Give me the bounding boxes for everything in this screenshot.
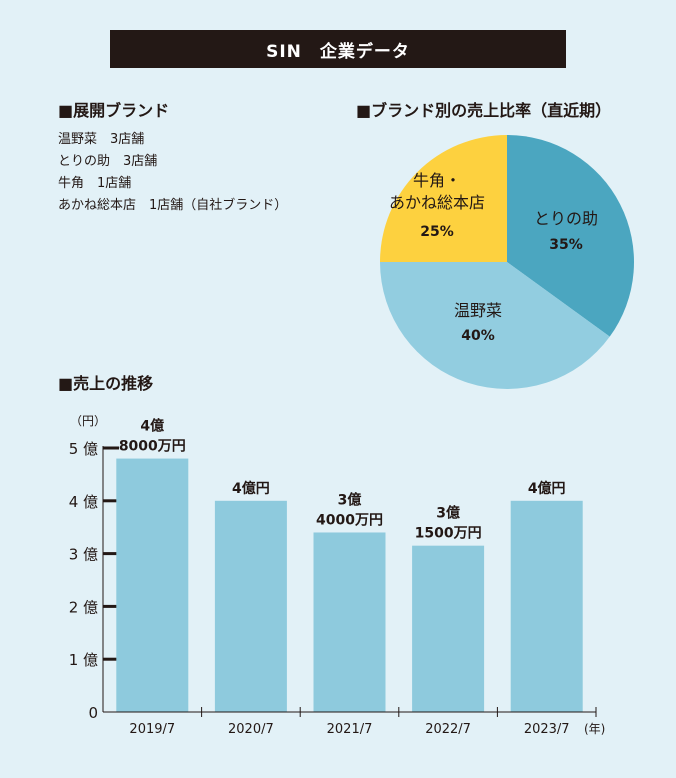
- x-tick-label-2: 2021/7: [327, 722, 373, 737]
- y-tick-label-0: 0: [88, 704, 98, 722]
- bar-2023-7: [510, 500, 583, 712]
- y-tick-label-1: 1 億: [69, 651, 98, 669]
- brand-item-onyasai: 温野菜 3店舗: [58, 132, 145, 147]
- pie-slice-label-0-0: とりの助: [534, 209, 598, 228]
- y-tick-label-5: 5 億: [69, 440, 98, 458]
- bar-2019-7: [116, 458, 189, 712]
- pie-slice-value-1: 40%: [461, 328, 495, 344]
- pie-slice-0: [507, 135, 634, 337]
- x-tick-label-1: 2020/7: [228, 722, 274, 737]
- pie-slice-label-1-0: 温野菜: [454, 301, 502, 320]
- page-title: SIN 企業データ: [110, 30, 566, 68]
- x-tick-label-3: 2022/7: [425, 722, 471, 737]
- x-tick-label-4: 2023/7: [524, 722, 570, 737]
- bar-2020-7: [214, 500, 287, 712]
- brand-list: 温野菜 3店舗 とりの助 3店舗 牛角 1店舗 あかね総本店 1店舗（自社ブラン…: [58, 129, 287, 217]
- bar-data-label-2-1: 4000万円: [316, 512, 383, 528]
- pie-slice-2: [380, 135, 507, 262]
- pie-slice-value-2: 25%: [420, 224, 454, 240]
- y-tick-label-2: 2 億: [69, 598, 98, 616]
- y-tick-label-3: 3 億: [69, 546, 98, 564]
- sales-chart-heading: ■売上の推移: [58, 374, 154, 393]
- brand-item-torinosuke: とりの助 3店舗: [58, 154, 158, 169]
- bar-data-label-0-0: 4億: [140, 418, 164, 435]
- bar-2021-7: [313, 532, 386, 712]
- bar-data-label-1-0: 4億円: [232, 480, 270, 497]
- y-tick-label-4: 4 億: [69, 493, 98, 511]
- pie-chart-heading: ■ブランド別の売上比率（直近期）: [356, 101, 612, 120]
- pie-slice-label-2-1: あかね総本店: [389, 193, 485, 212]
- brand-item-gyukaku: 牛角 1店舗: [58, 176, 132, 191]
- bar-2022-7: [412, 545, 485, 712]
- bar-data-label-3-1: 1500万円: [415, 526, 482, 542]
- brands-heading: ■展開ブランド: [58, 101, 170, 120]
- y-axis-unit: （円）: [70, 414, 106, 428]
- brand-item-akane: あかね総本店 1店舗（自社ブランド）: [58, 198, 288, 213]
- x-axis-unit: (年): [584, 722, 605, 736]
- pie-slice-value-0: 35%: [549, 237, 583, 253]
- bar-data-label-2-0: 3億: [338, 491, 362, 508]
- bar-data-label-3-0: 3億: [436, 505, 460, 522]
- bar-data-label-4-0: 4億円: [528, 480, 566, 497]
- pie-slice-1: [380, 262, 610, 390]
- x-tick-label-0: 2019/7: [129, 722, 175, 737]
- bar-data-label-0-1: 8000万円: [119, 439, 186, 455]
- pie-slice-label-2-0: 牛角・: [413, 171, 461, 190]
